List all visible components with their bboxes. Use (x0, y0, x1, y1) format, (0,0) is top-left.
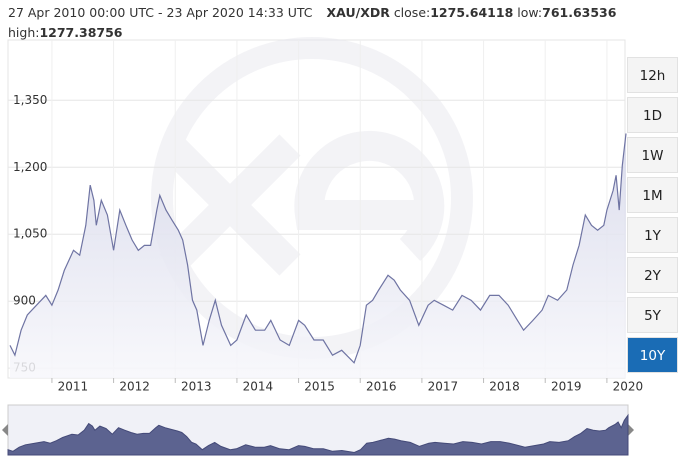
x-tick-label: 2018 (489, 380, 520, 394)
high-value: 1277.38756 (39, 25, 123, 40)
line (9, 133, 627, 364)
range-button[interactable]: 2Y (627, 257, 678, 293)
navigator (7, 404, 629, 456)
range-button[interactable]: 10Y (627, 337, 678, 373)
y-tick-label: 1,200 (13, 160, 47, 174)
y-tick-label: 750 (13, 361, 36, 375)
area (10, 133, 626, 378)
x-tick-label: 2019 (551, 380, 582, 394)
range-button[interactable]: 5Y (627, 297, 678, 333)
close-label: close: (393, 5, 431, 20)
y-tick-label: 1,050 (13, 227, 47, 241)
x-tick-label: 2016 (366, 380, 397, 394)
x-tick-label: 2017 (428, 380, 459, 394)
x-tick-label: 2012 (119, 380, 150, 394)
chart-header: 27 Apr 2010 00:00 UTC - 23 Apr 2020 14:3… (8, 3, 618, 43)
low-label: low: (517, 5, 543, 20)
pair: XAU/XDR (326, 5, 390, 20)
watermark (151, 37, 473, 359)
high-label: high: (8, 25, 40, 40)
range-button[interactable]: 1Y (627, 217, 678, 253)
navigator-area (7, 413, 629, 456)
x-tick-label: 2011 (58, 380, 89, 394)
x-tick-label: 2014 (243, 380, 274, 394)
range-button[interactable]: 1M (627, 177, 678, 213)
navigator-handle (2, 424, 8, 436)
y-tick-label: 1,350 (13, 93, 47, 107)
y-tick-label: 900 (13, 294, 36, 308)
x-tick-label: 2013 (181, 380, 212, 394)
range-selector: 12h 1D 1W 1M 1Y 2Y 5Y 10Y (627, 0, 679, 461)
period: 27 Apr 2010 00:00 UTC - 23 Apr 2020 14:3… (8, 5, 313, 20)
x-tick-label: 2015 (304, 380, 335, 394)
range-button[interactable]: 1D (627, 97, 678, 133)
plot-area (7, 39, 626, 379)
close-value: 1275.64118 (430, 5, 514, 20)
range-button[interactable]: 12h (627, 57, 678, 93)
range-button[interactable]: 1W (627, 137, 678, 173)
low-value: 761.63536 (542, 5, 617, 20)
